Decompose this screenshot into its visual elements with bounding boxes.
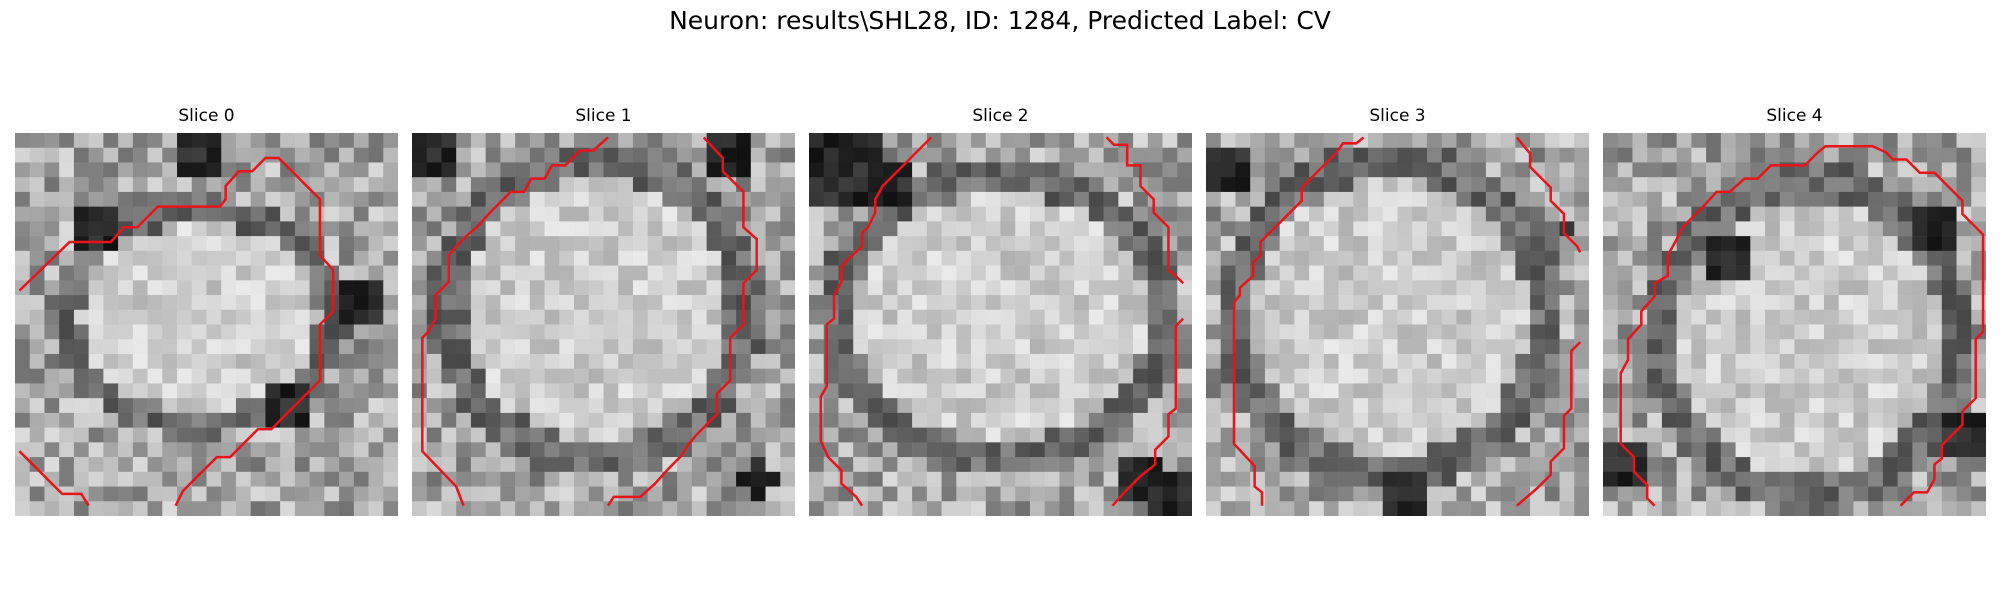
contour-line — [1111, 317, 1185, 507]
slice-panel-2: Slice 2 — [809, 105, 1192, 516]
contour-line — [1232, 136, 1365, 506]
contour-line — [1105, 136, 1185, 285]
contour-line — [606, 136, 758, 507]
contour-line — [421, 136, 609, 507]
grayscale-slice — [1603, 133, 1986, 516]
contour-line — [18, 450, 90, 507]
slice-title: Slice 1 — [575, 106, 632, 126]
slice-title: Slice 3 — [1369, 106, 1426, 126]
grayscale-slice — [1206, 133, 1589, 516]
slice-title: Slice 0 — [178, 106, 235, 126]
slice-image — [412, 133, 795, 516]
slice-image — [1206, 133, 1589, 516]
slice-panel-4: Slice 4 — [1603, 105, 1986, 516]
slice-panel-0: Slice 0 — [15, 105, 398, 516]
slice-panel-1: Slice 1 — [412, 105, 795, 516]
slice-title: Slice 2 — [972, 106, 1029, 126]
contour-line — [1515, 136, 1582, 253]
slice-title: Slice 4 — [1766, 106, 1823, 126]
contour-line — [819, 136, 933, 507]
slice-image — [15, 133, 398, 516]
slice-panel-3: Slice 3 — [1206, 105, 1589, 516]
figure-title: Neuron: results\SHL28, ID: 1284, Predict… — [669, 6, 1331, 35]
contour-line — [1516, 341, 1582, 507]
grayscale-slice — [412, 133, 795, 516]
contour-line — [1619, 145, 1985, 507]
grayscale-slice — [15, 133, 398, 516]
slice-image — [1603, 133, 1986, 516]
contour-line — [18, 156, 335, 507]
slice-image — [809, 133, 1192, 516]
grayscale-slice — [809, 133, 1192, 516]
